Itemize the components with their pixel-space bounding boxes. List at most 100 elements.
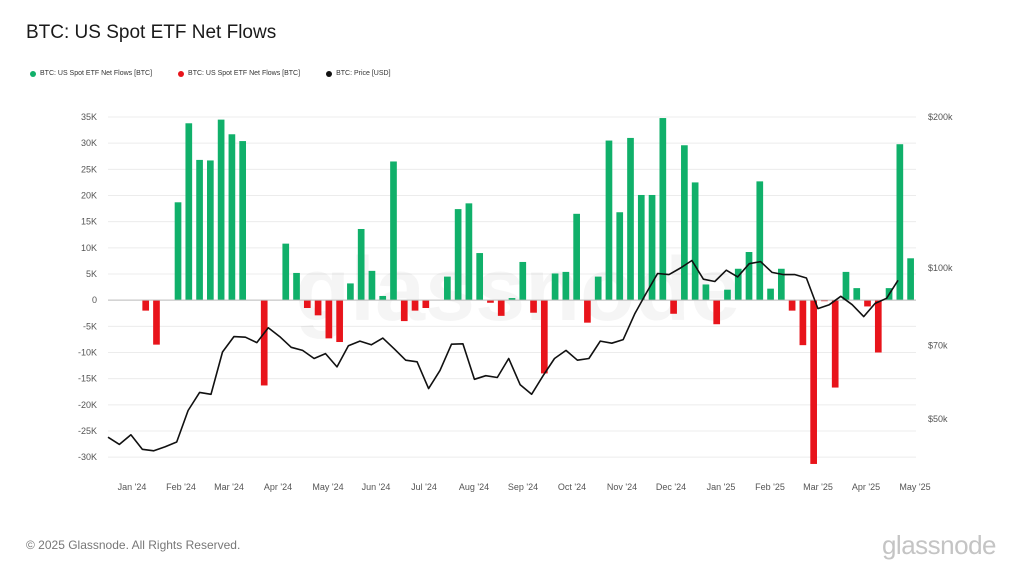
inflow-bar[interactable] <box>347 283 354 301</box>
inflow-bar[interactable] <box>594 276 602 301</box>
inflow-bar[interactable] <box>767 288 774 301</box>
inflow-bar[interactable] <box>637 194 645 301</box>
outflow-bar[interactable] <box>411 300 419 311</box>
legend-item-outflows[interactable]: BTC: US Spot ETF Net Flows [BTC] <box>178 70 300 77</box>
outflow-bar[interactable] <box>821 300 828 302</box>
copyright-footer: © 2025 Glassnode. All Rights Reserved. <box>26 538 241 552</box>
inflow-bar[interactable] <box>454 209 462 301</box>
outflow-bar[interactable] <box>788 300 796 311</box>
outflow-bar[interactable] <box>799 300 807 346</box>
inflow-bar[interactable] <box>519 261 527 301</box>
outflow-bar[interactable] <box>487 300 494 303</box>
inflow-bar[interactable] <box>648 194 656 301</box>
inflow-bar[interactable] <box>357 228 365 301</box>
outflow-bar[interactable] <box>153 300 160 345</box>
outflow-bar[interactable] <box>810 300 817 464</box>
outflow-bar[interactable] <box>874 300 882 353</box>
x-tick-label: Feb '24 <box>166 482 196 492</box>
inflow-bar[interactable] <box>853 288 861 301</box>
outflow-bar[interactable] <box>314 300 322 316</box>
x-tick-label: Nov '24 <box>607 482 637 492</box>
inflow-bar[interactable] <box>379 295 387 301</box>
right-tick-label: $100k <box>928 263 953 273</box>
left-tick-label: -30K <box>78 452 97 462</box>
inflow-bar[interactable] <box>239 141 247 301</box>
inflow-bar[interactable] <box>907 258 914 301</box>
inflow-bar[interactable] <box>659 118 667 301</box>
legend-inflows-dot <box>30 70 36 77</box>
inflow-bar[interactable] <box>627 137 634 301</box>
left-tick-label: -15K <box>78 374 97 384</box>
inflow-bar[interactable] <box>390 161 397 301</box>
inflow-bar[interactable] <box>745 252 753 301</box>
outflow-bar[interactable] <box>540 300 548 374</box>
inflow-bar[interactable] <box>465 203 473 301</box>
left-tick-label: 10K <box>81 243 97 253</box>
legend-outflows-dot <box>178 70 185 77</box>
inflow-bar[interactable] <box>756 181 764 301</box>
x-tick-label: Dec '24 <box>656 482 686 492</box>
outflow-bar[interactable] <box>422 300 430 309</box>
inflow-bar[interactable] <box>842 271 850 301</box>
glassnode-logo: glassnode <box>881 530 997 560</box>
price-line <box>107 259 899 452</box>
outflow-bar[interactable] <box>336 300 343 343</box>
inflow-bar[interactable] <box>562 271 570 301</box>
legend: BTC: US Spot ETF Net Flows [BTC] BTC: US… <box>30 70 391 77</box>
inflow-bar[interactable] <box>691 182 699 301</box>
legend-item-inflows[interactable]: BTC: US Spot ETF Net Flows [BTC] <box>30 70 152 77</box>
left-tick-label: 35K <box>81 112 97 122</box>
inflow-bar[interactable] <box>777 268 785 301</box>
inflow-bar[interactable] <box>616 212 624 301</box>
outflow-bar[interactable] <box>670 300 677 314</box>
outflow-bar[interactable] <box>303 300 311 309</box>
inflow-bar[interactable] <box>207 160 214 301</box>
inflow-bar[interactable] <box>476 253 484 301</box>
inflow-bar[interactable] <box>228 134 236 301</box>
left-tick-label: -25K <box>78 426 97 436</box>
inflow-bar[interactable] <box>196 159 203 301</box>
inflow-bar[interactable] <box>368 270 376 301</box>
inflow-bar[interactable] <box>724 289 731 301</box>
left-tick-label: 25K <box>81 164 97 174</box>
outflow-bar[interactable] <box>260 300 268 386</box>
outflow-bar[interactable] <box>864 300 871 307</box>
inflow-bar[interactable] <box>217 119 225 301</box>
inflow-bar[interactable] <box>293 272 300 301</box>
outflow-bar[interactable] <box>142 300 150 311</box>
inflow-bar[interactable] <box>185 123 193 301</box>
legend-price-label: BTC: Price [USD] <box>336 70 391 77</box>
left-tick-label: -10K <box>78 347 97 357</box>
x-tick-label: Jan '25 <box>707 482 736 492</box>
outflow-bar[interactable] <box>530 300 537 313</box>
inflow-bar[interactable] <box>605 140 613 301</box>
x-tick-label: Mar '24 <box>214 482 244 492</box>
outflow-bar[interactable] <box>713 300 721 325</box>
outflow-bar[interactable] <box>497 300 505 316</box>
inflow-bar[interactable] <box>702 284 710 301</box>
right-axis: $200k $100k $70k $50k <box>928 112 953 424</box>
inflow-bar[interactable] <box>734 268 742 301</box>
legend-item-price[interactable]: BTC: Price [USD] <box>326 70 391 77</box>
inflow-bar[interactable] <box>681 145 688 301</box>
inflow-bar[interactable] <box>573 213 580 301</box>
outflow-bar[interactable] <box>584 300 591 323</box>
outflow-bar[interactable] <box>325 300 333 339</box>
x-tick-label: Oct '24 <box>558 482 586 492</box>
inflow-bar[interactable] <box>174 202 182 301</box>
x-axis: Jan '24 Feb '24 Mar '24 Apr '24 May '24 Jun '… <box>118 482 931 492</box>
outflow-bar[interactable] <box>400 300 408 322</box>
x-tick-label: Aug '24 <box>459 482 489 492</box>
left-tick-label: -20K <box>78 400 97 410</box>
inflow-bar[interactable] <box>444 276 451 301</box>
btc-price-line[interactable] <box>107 259 899 452</box>
inflow-bar[interactable] <box>282 243 290 301</box>
inflow-bar[interactable] <box>551 273 559 301</box>
x-tick-label: Jan '24 <box>118 482 147 492</box>
right-tick-label: $70k <box>928 341 948 351</box>
legend-inflows-label: BTC: US Spot ETF Net Flows [BTC] <box>40 70 153 77</box>
inflow-bar[interactable] <box>896 144 904 301</box>
inflow-bar[interactable] <box>508 298 516 301</box>
outflow-bar[interactable] <box>831 300 839 388</box>
right-tick-label: $50k <box>928 414 948 424</box>
